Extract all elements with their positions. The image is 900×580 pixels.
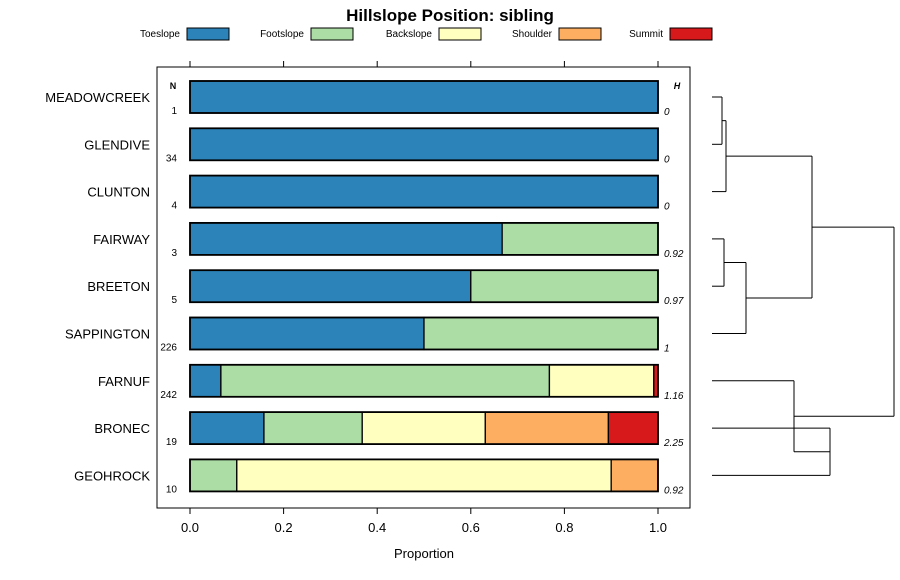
category-label-breeton: BREETON [87,279,150,294]
bar-outline-fairway [189,221,659,256]
bar-bronec-summit [607,411,659,445]
bar-breeton-toeslope [189,269,472,303]
n-label-clunton: 4 [171,201,177,212]
bar-farnuf-toeslope [189,364,222,398]
bar-meadowcreek-toeslope [189,80,659,114]
bar-outline-clunton [189,174,659,209]
bar-bronec-backslope [361,411,486,445]
bar-outline-glendive [189,127,659,162]
n-label-farnuf: 242 [160,390,177,401]
n-column-header: N [170,81,177,91]
n-label-glendive: 34 [166,153,178,164]
x-tick-label: 0.2 [275,520,293,535]
h-label-glendive: 0 [664,154,670,165]
x-tick-label: 0.4 [368,520,386,535]
bar-outline-farnuf [189,363,659,398]
x-axis: 0.0 0.2 0.4 0.6 0.8 1.0 [181,61,667,535]
bar-outline-sappington [189,316,659,351]
bar-farnuf-footslope [220,364,551,398]
legend-swatch-summit [669,27,713,41]
x-tick-label: 0.8 [555,520,573,535]
bar-sappington-footslope [423,316,659,351]
h-label-sappington: 1 [664,344,670,355]
n-label-meadowcreek: 1 [171,106,177,117]
legend-label-toeslope: Toeslope [140,29,180,40]
n-label-sappington: 226 [160,343,177,354]
legend-swatch-backslope [438,27,482,41]
category-label-sappington: SAPPINGTON [65,327,150,342]
category-label-farnuf: FARNUF [98,374,150,389]
x-axis-title: Proportion [394,546,454,561]
bar-fairway-footslope [501,222,659,256]
bar-outline-bronec [189,411,659,446]
bar-breeton-footslope [470,269,659,303]
category-label-clunton: CLUNTON [87,185,150,200]
n-label-fairway: 3 [171,248,177,259]
category-label-fairway: FAIRWAY [93,232,150,247]
n-label-geohrock: 10 [166,484,178,495]
category-label-geohrock: GEOHROCK [74,468,150,483]
bar-bronec-toeslope [189,411,265,445]
plot-frame [156,66,691,509]
legend-label-footslope: Footslope [260,29,304,40]
h-label-fairway: 0.92 [664,249,684,260]
h-label-clunton: 0 [664,202,670,213]
bar-clunton-toeslope [189,174,659,209]
h-label-breeton: 0.97 [664,296,684,307]
bar-geohrock-footslope [189,458,238,493]
category-label-meadowcreek: MEADOWCREEK [45,90,150,105]
bar-fairway-toeslope [189,222,503,256]
h-label-bronec: 2.25 [663,438,684,449]
legend-label-summit: Summit [629,29,663,40]
h-label-meadowcreek: 0 [664,107,670,118]
chart-title: Hillslope Position: sibling [346,6,554,25]
bar-geohrock-backslope [236,458,612,493]
n-label-breeton: 5 [171,295,177,306]
bar-sappington-toeslope [189,316,425,351]
n-label-bronec: 19 [166,437,178,448]
bar-bronec-footslope [263,411,363,445]
dendrogram [712,96,895,476]
h-column-header: H [674,81,681,91]
x-tick-label: 1.0 [649,520,667,535]
legend-label-shoulder: Shoulder [512,29,553,40]
bar-glendive-toeslope [189,127,659,161]
legend-swatch-footslope [310,27,354,41]
x-tick-label: 0.6 [462,520,480,535]
legend-swatch-shoulder [558,27,602,41]
bar-outline-breeton [189,269,659,304]
h-label-farnuf: 1.16 [664,391,684,402]
h-label-geohrock: 0.92 [664,485,684,496]
legend: Toeslope Footslope Backslope Shoulder Summit [140,27,713,41]
bar-outline-geohrock [189,458,659,493]
bar-bronec-shoulder [484,411,610,445]
bar-farnuf-backslope [548,364,655,398]
bar-outline-meadowcreek [189,80,659,114]
category-label-bronec: BRONEC [94,421,150,436]
x-tick-label: 0.0 [181,520,199,535]
category-label-glendive: GLENDIVE [84,137,150,152]
legend-label-backslope: Backslope [386,29,433,40]
bar-geohrock-shoulder [610,458,659,493]
legend-swatch-toeslope [186,27,230,41]
